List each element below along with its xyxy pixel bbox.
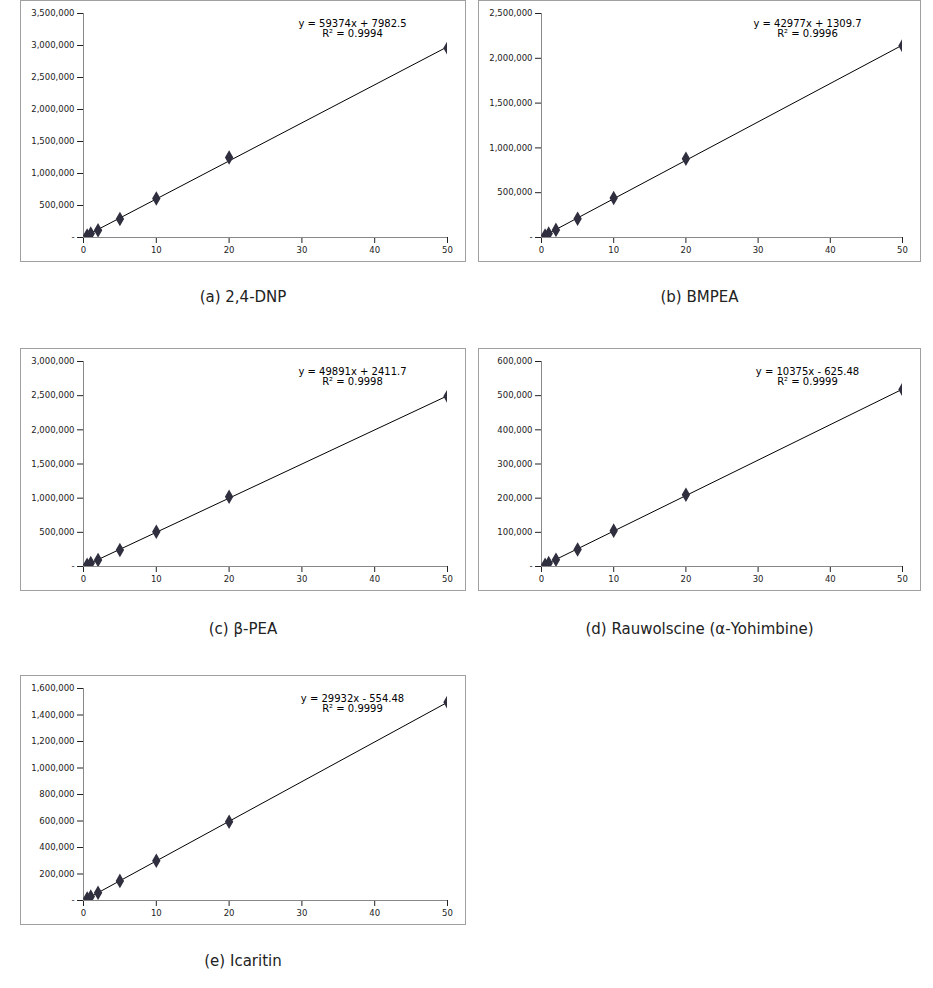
- svg-text:500,000: 500,000: [39, 527, 74, 537]
- html-text:(e) Icaritin: (e) Icaritin: [204, 952, 282, 970]
- svg-text:-: -: [529, 232, 532, 242]
- svg-text:1,000,000: 1,000,000: [31, 493, 74, 503]
- svg-text:10: 10: [151, 245, 162, 255]
- svg-text:200,000: 200,000: [497, 493, 532, 503]
- svg-text:50: 50: [897, 574, 908, 584]
- svg-text:0: 0: [81, 245, 86, 255]
- svg-text:1,500,000: 1,500,000: [31, 459, 74, 469]
- svg-text:2,000,000: 2,000,000: [489, 53, 532, 63]
- svg-text:30: 30: [753, 245, 764, 255]
- svg-text:20: 20: [224, 908, 235, 918]
- svg-text:1,000,000: 1,000,000: [489, 143, 532, 153]
- svg-text:50: 50: [442, 574, 453, 584]
- svg-text:-: -: [71, 232, 74, 242]
- svg-text:y = 49891x + 2411.7R² = 0.9998: y = 49891x + 2411.7R² = 0.9998: [298, 366, 406, 387]
- svg-text:3,000,000: 3,000,000: [31, 40, 74, 50]
- svg-text:200,000: 200,000: [39, 869, 74, 879]
- svg-text:50: 50: [442, 245, 453, 255]
- svg-text:40: 40: [369, 908, 380, 918]
- svg-text:1,500,000: 1,500,000: [489, 98, 532, 108]
- svg-text:20: 20: [680, 574, 691, 584]
- html-text:(c) β-PEA: (c) β-PEA: [208, 620, 278, 638]
- svg-text:40: 40: [369, 245, 380, 255]
- svg-text:2,500,000: 2,500,000: [31, 72, 74, 82]
- svg-text:50: 50: [442, 908, 453, 918]
- svg-text:20: 20: [224, 574, 235, 584]
- svg-text:100,000: 100,000: [497, 527, 532, 537]
- svg-text:600,000: 600,000: [497, 356, 532, 366]
- svg-text:y = 42977x + 1309.7R² = 0.9996: y = 42977x + 1309.7R² = 0.9996: [753, 18, 861, 39]
- svg-text:y = 10375x - 625.48R² = 0.9999: y = 10375x - 625.48R² = 0.9999: [756, 366, 859, 387]
- svg-text:400,000: 400,000: [39, 842, 74, 852]
- svg-text:0: 0: [81, 908, 86, 918]
- svg-text:30: 30: [753, 574, 764, 584]
- svg-text:1,000,000: 1,000,000: [31, 168, 74, 178]
- svg-text:-: -: [71, 895, 74, 905]
- html-text:(a) 2,4-DNP: (a) 2,4-DNP: [199, 288, 287, 306]
- svg-text:30: 30: [296, 245, 307, 255]
- svg-text:1,200,000: 1,200,000: [31, 736, 74, 746]
- html-text:(b) BMPEA: (b) BMPEA: [660, 288, 739, 306]
- svg-text:40: 40: [825, 574, 836, 584]
- svg-text:1,500,000: 1,500,000: [31, 136, 74, 146]
- svg-text:1,600,000: 1,600,000: [31, 683, 74, 693]
- svg-text:20: 20: [680, 245, 691, 255]
- svg-text:300,000: 300,000: [497, 459, 532, 469]
- svg-text:y = 59374x + 7982.5R² = 0.9994: y = 59374x + 7982.5R² = 0.9994: [298, 18, 406, 39]
- svg-text:500,000: 500,000: [497, 187, 532, 197]
- svg-text:50: 50: [897, 245, 908, 255]
- svg-text:30: 30: [296, 908, 307, 918]
- svg-text:10: 10: [151, 574, 162, 584]
- svg-text:2,500,000: 2,500,000: [31, 390, 74, 400]
- svg-text:y = 29932x - 554.48R² = 0.9999: y = 29932x - 554.48R² = 0.9999: [301, 693, 404, 714]
- svg-text:-: -: [529, 561, 532, 571]
- svg-text:10: 10: [151, 908, 162, 918]
- svg-text:40: 40: [369, 574, 380, 584]
- svg-text:400,000: 400,000: [497, 425, 532, 435]
- svg-text:2,000,000: 2,000,000: [31, 104, 74, 114]
- svg-text:3,500,000: 3,500,000: [31, 8, 74, 18]
- svg-text:0: 0: [81, 574, 86, 584]
- html-text:(d) Rauwolscine (α-Yohimbine): (d) Rauwolscine (α-Yohimbine): [585, 620, 814, 638]
- svg-text:500,000: 500,000: [497, 390, 532, 400]
- svg-text:1,400,000: 1,400,000: [31, 710, 74, 720]
- svg-text:10: 10: [608, 574, 619, 584]
- svg-text:30: 30: [296, 574, 307, 584]
- svg-text:10: 10: [608, 245, 619, 255]
- svg-text:2,000,000: 2,000,000: [31, 425, 74, 435]
- svg-text:800,000: 800,000: [39, 789, 74, 799]
- svg-text:600,000: 600,000: [39, 816, 74, 826]
- svg-text:40: 40: [825, 245, 836, 255]
- svg-text:1,000,000: 1,000,000: [31, 763, 74, 773]
- svg-text:500,000: 500,000: [39, 200, 74, 210]
- svg-text:3,000,000: 3,000,000: [31, 356, 74, 366]
- svg-text:-: -: [71, 561, 74, 571]
- svg-text:0: 0: [539, 574, 544, 584]
- svg-text:0: 0: [539, 245, 544, 255]
- svg-text:2,500,000: 2,500,000: [489, 8, 532, 18]
- svg-text:20: 20: [224, 245, 235, 255]
